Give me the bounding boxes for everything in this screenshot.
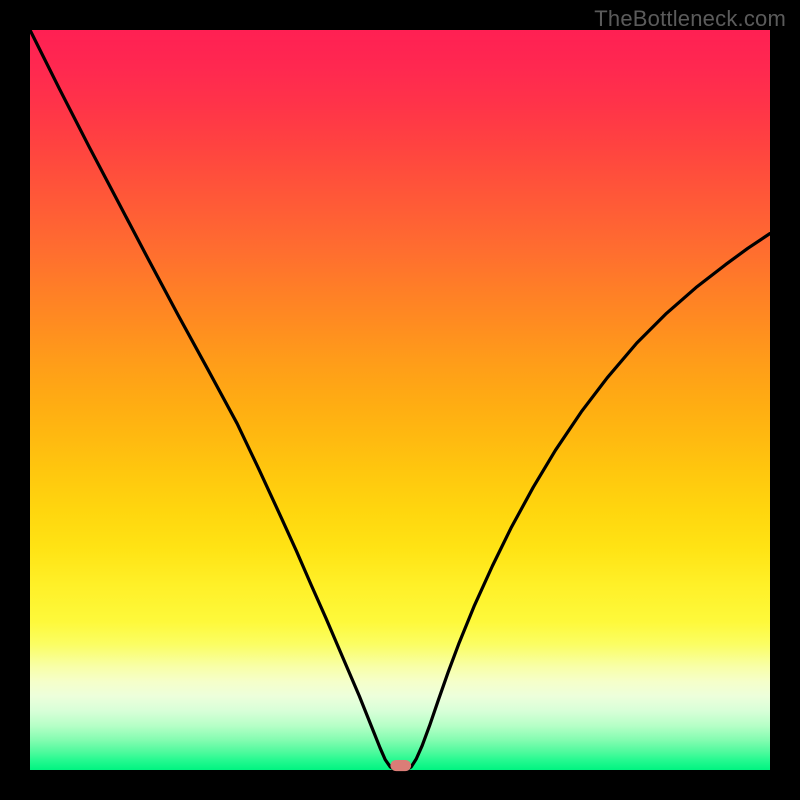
- bottleneck-chart: [0, 0, 800, 800]
- chart-container: TheBottleneck.com: [0, 0, 800, 800]
- minimum-marker: [390, 760, 411, 771]
- plot-background: [30, 30, 770, 770]
- watermark-label: TheBottleneck.com: [594, 6, 786, 32]
